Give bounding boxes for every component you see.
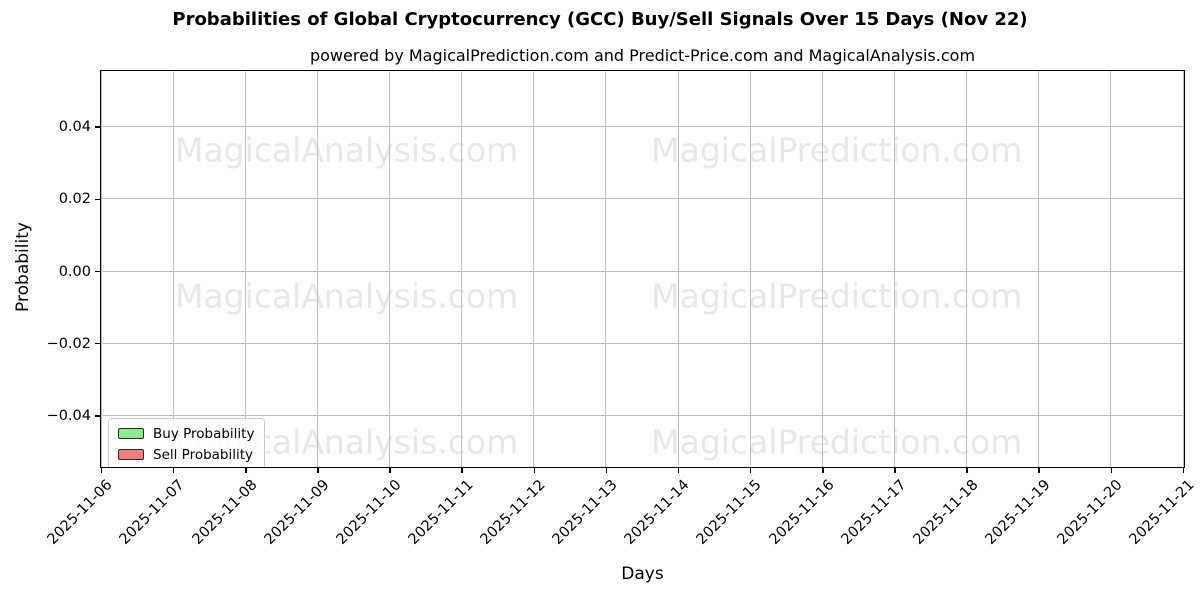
y-gridline: [101, 270, 1184, 272]
x-tick-mark: [100, 468, 103, 473]
x-gridline: [1182, 71, 1184, 467]
x-gridline: [533, 71, 535, 467]
x-tick-mark: [172, 468, 175, 473]
y-tick-mark: [95, 270, 100, 273]
x-tick-mark: [894, 468, 896, 473]
x-tick-mark: [533, 468, 536, 473]
plot-area: MagicalAnalysis.com MagicalPrediction.com…: [100, 70, 1185, 468]
legend-swatch-icon: [118, 449, 144, 460]
x-gridline: [605, 71, 607, 467]
x-tick-mark: [389, 468, 391, 473]
x-tick-label: 2025-11-13: [549, 477, 621, 548]
x-tick-label: 2025-11-10: [333, 477, 405, 548]
x-tick-mark: [245, 468, 247, 473]
y-gridline: [101, 414, 1184, 416]
x-tick-mark: [677, 468, 680, 473]
x-tick-label: 2025-11-14: [621, 477, 693, 548]
x-tick-label: 2025-11-07: [117, 477, 188, 548]
x-tick-label: 2025-11-18: [910, 477, 982, 548]
legend-item: Sell Probability: [118, 446, 254, 463]
y-tick-mark: [95, 126, 100, 128]
x-gridline: [821, 71, 823, 467]
legend-label: Sell Probability: [153, 446, 254, 463]
x-tick-mark: [822, 468, 824, 473]
x-gridline: [101, 71, 102, 467]
x-gridline: [749, 71, 751, 467]
legend-item: Buy Probability: [118, 425, 254, 442]
y-tick-label: 0.04: [58, 119, 91, 136]
x-axis-label: Days: [621, 564, 664, 584]
watermark-text: MagicalAnalysis.com: [174, 130, 519, 170]
y-tick-mark: [95, 415, 100, 417]
x-gridline: [244, 71, 246, 467]
x-tick-label: 2025-11-15: [694, 477, 766, 548]
y-tick-label: 0.02: [58, 191, 91, 208]
y-gridline: [101, 198, 1184, 200]
x-gridline: [172, 71, 174, 467]
x-tick-mark: [317, 468, 319, 473]
x-tick-mark: [1182, 468, 1185, 473]
x-tick-label: 2025-11-09: [261, 477, 333, 548]
y-axis-label: Probability: [13, 222, 33, 312]
x-tick-label: 2025-11-08: [189, 477, 261, 548]
legend: Buy Probability Sell Probability: [108, 418, 266, 467]
x-tick-mark: [966, 468, 968, 473]
x-tick-label: 2025-11-11: [405, 477, 477, 548]
x-tick-mark: [605, 468, 608, 473]
x-gridline: [1110, 71, 1112, 467]
y-gridline: [101, 126, 1184, 128]
x-gridline: [893, 71, 895, 467]
y-tick-mark: [95, 198, 100, 201]
x-gridline: [316, 71, 318, 467]
x-tick-label: 2025-11-20: [1054, 477, 1126, 548]
x-gridline: [1038, 71, 1040, 467]
x-tick-mark: [461, 468, 463, 473]
y-tick-mark: [95, 342, 100, 345]
x-tick-mark: [1038, 468, 1040, 473]
x-gridline: [461, 71, 463, 467]
x-tick-label: 2025-11-17: [838, 477, 910, 548]
legend-swatch-icon: [118, 428, 144, 439]
x-gridline: [389, 71, 391, 467]
y-tick-label: 0.00: [58, 263, 91, 280]
x-tick-label: 2025-11-06: [44, 477, 116, 548]
x-tick-label: 2025-11-16: [766, 477, 838, 548]
watermark-text: MagicalPrediction.com: [651, 130, 1023, 170]
y-tick-label: −0.04: [46, 407, 91, 424]
x-gridline: [677, 71, 679, 467]
x-tick-mark: [749, 468, 752, 473]
chart-title: Probabilities of Global Cryptocurrency (…: [172, 9, 1028, 30]
legend-label: Buy Probability: [153, 425, 255, 442]
x-gridline: [966, 71, 968, 467]
x-tick-label: 2025-11-19: [982, 477, 1054, 548]
x-tick-label: 2025-11-12: [477, 477, 549, 548]
y-gridline: [101, 342, 1184, 344]
watermark-text: MagicalAnalysis.com: [174, 276, 519, 316]
y-tick-label: −0.02: [46, 335, 91, 352]
watermark-text: MagicalPrediction.com: [651, 422, 1023, 462]
chart-subtitle: powered by MagicalPrediction.com and Pre…: [309, 46, 976, 65]
x-tick-label: 2025-11-21: [1126, 477, 1198, 548]
watermark-text: MagicalPrediction.com: [651, 276, 1023, 316]
x-tick-mark: [1110, 468, 1113, 473]
